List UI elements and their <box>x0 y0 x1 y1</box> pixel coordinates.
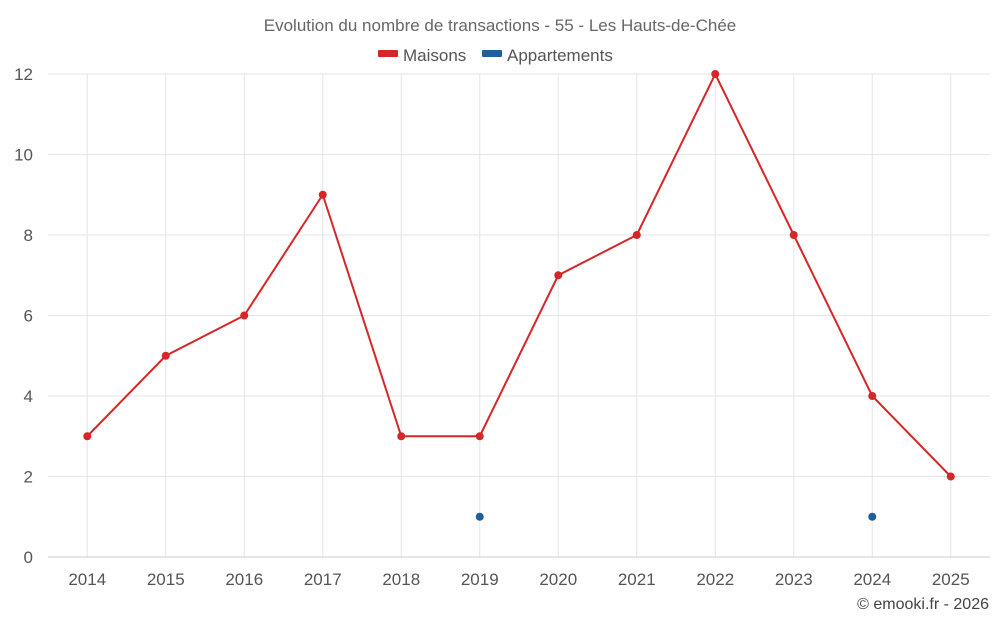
series-maisons <box>83 70 955 481</box>
data-point[interactable] <box>868 392 877 400</box>
data-point[interactable] <box>475 432 484 441</box>
data-point[interactable] <box>161 351 170 360</box>
data-point[interactable] <box>475 512 484 521</box>
data-point[interactable] <box>318 190 327 199</box>
data-point[interactable] <box>868 512 877 521</box>
x-tick-label: 2024 <box>853 570 891 589</box>
data-point[interactable] <box>554 271 563 280</box>
x-tick-label: 2021 <box>618 570 656 589</box>
y-tick-label: 0 <box>24 548 33 567</box>
data-point[interactable] <box>397 432 406 441</box>
series-line <box>86 71 952 478</box>
x-tick-label: 2018 <box>382 570 420 589</box>
legend-label-maisons[interactable]: Maisons <box>403 46 466 65</box>
y-tick-label: 4 <box>24 387 33 406</box>
data-point[interactable] <box>711 70 720 78</box>
x-tick-label: 2025 <box>932 570 970 589</box>
series <box>83 70 955 521</box>
x-tick-label: 2020 <box>539 570 577 589</box>
x-tick-label: 2023 <box>775 570 813 589</box>
y-tick-label: 2 <box>24 468 33 487</box>
axes: 0 2 4 6 8 10 12 2014 2015 2016 2017 2018 2019 2020 202… <box>14 65 990 589</box>
x-tick-label: 2015 <box>147 570 185 589</box>
x-tick-label: 2019 <box>461 570 499 589</box>
legend-swatch-maisons <box>378 50 398 57</box>
y-tick-label: 8 <box>24 226 33 245</box>
x-tick-label: 2016 <box>225 570 263 589</box>
y-tick-label: 6 <box>24 307 33 326</box>
series-appartements <box>475 512 877 521</box>
data-point[interactable] <box>789 231 798 239</box>
legend: Maisons Appartements <box>378 46 613 65</box>
x-tick-label: 2017 <box>304 570 342 589</box>
data-point[interactable] <box>240 311 249 320</box>
data-point[interactable] <box>946 472 955 481</box>
chart-title: Evolution du nombre de transactions - 55… <box>264 16 736 35</box>
y-tick-label: 10 <box>14 146 33 165</box>
x-tick-label: 2022 <box>696 570 734 589</box>
legend-label-appartements[interactable]: Appartements <box>507 46 613 65</box>
x-tick-label: 2014 <box>68 570 106 589</box>
grid <box>48 73 990 557</box>
legend-swatch-appartements <box>482 50 502 57</box>
data-point[interactable] <box>632 231 641 239</box>
credit-text: © emooki.fr - 2026 <box>857 596 989 613</box>
data-point[interactable] <box>83 432 92 441</box>
y-tick-label: 12 <box>14 65 33 84</box>
